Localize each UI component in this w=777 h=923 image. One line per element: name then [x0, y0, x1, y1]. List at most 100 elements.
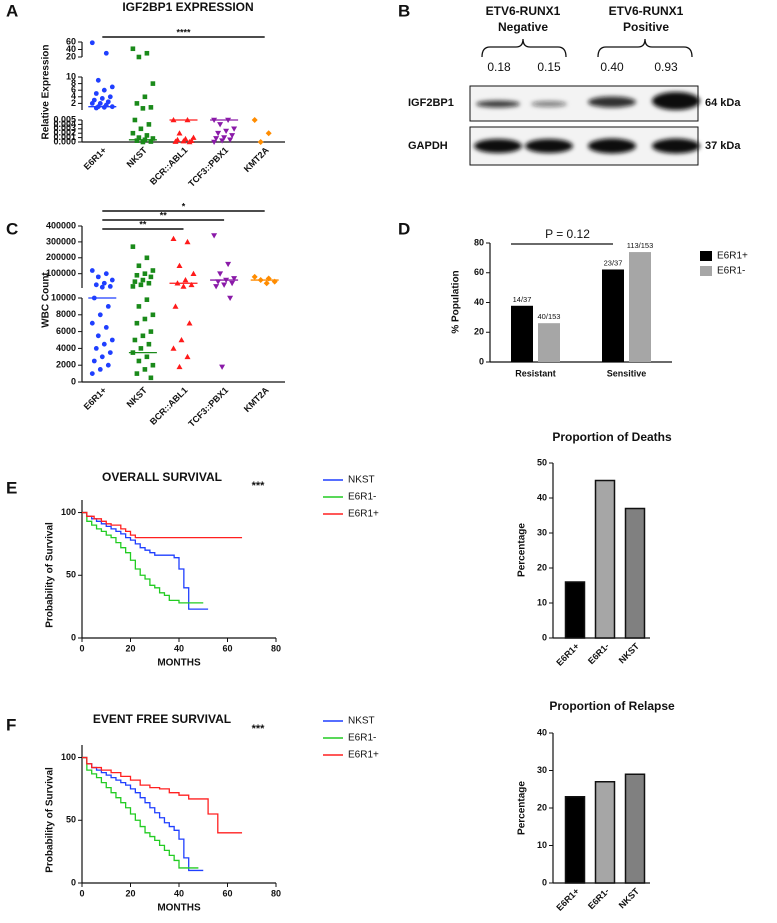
point	[217, 122, 224, 128]
annotation: ***	[252, 480, 266, 492]
x-axis-label: MONTHS	[157, 903, 201, 914]
survival-curve	[82, 511, 209, 610]
x-tick-label: 80	[271, 888, 281, 898]
point	[142, 316, 148, 322]
point	[257, 139, 264, 145]
y-tick-label: 300000	[46, 236, 76, 246]
y-axis-label: % Population	[451, 270, 462, 333]
y-axis-label: WBC Count	[41, 272, 52, 328]
point	[186, 320, 193, 326]
value-label: 23/37	[604, 258, 623, 267]
point	[186, 139, 193, 145]
point	[93, 282, 99, 288]
legend-label: E6R1-	[348, 733, 376, 744]
x-tick-label: E6R1+	[554, 886, 581, 913]
x-tick-label: 0	[79, 888, 84, 898]
point	[138, 346, 144, 351]
x-tick-label: Resistant	[515, 368, 556, 378]
point	[176, 363, 183, 370]
point	[148, 139, 154, 144]
value-label: 40/153	[538, 312, 561, 321]
y-tick-label: 2000	[56, 360, 76, 370]
survival-curve	[82, 756, 204, 872]
bar	[564, 796, 586, 884]
y-tick-label: 10	[537, 597, 547, 607]
y-axis-label: Relative Expression	[41, 44, 52, 139]
group-label: ETV6-RUNX1	[609, 4, 684, 18]
survival-curve	[82, 756, 243, 834]
y-tick-label: 0.004	[53, 119, 76, 129]
y-tick-label: 10	[66, 71, 76, 81]
chart-title: EVENT FREE SURVIVAL	[93, 712, 231, 726]
point	[172, 303, 179, 309]
point	[144, 50, 150, 56]
point	[225, 261, 232, 268]
x-tick-label: NKST	[617, 886, 642, 911]
point	[99, 96, 105, 101]
point	[221, 135, 228, 141]
bar	[538, 323, 560, 362]
bar	[564, 581, 586, 639]
point	[150, 136, 156, 141]
point	[251, 117, 258, 123]
row-label: GAPDH	[408, 140, 448, 152]
point	[148, 105, 154, 110]
y-tick-label: 4000	[56, 343, 76, 353]
x-tick-label: KMT2A	[242, 145, 271, 174]
point	[140, 333, 146, 339]
point	[231, 276, 238, 282]
y-tick-label: 40	[537, 727, 547, 737]
y-tick-label: 50	[537, 457, 547, 467]
point	[134, 320, 140, 326]
legend-label: NKST	[348, 475, 375, 486]
bar	[594, 479, 616, 639]
band	[525, 139, 573, 153]
point	[263, 280, 270, 287]
point	[144, 354, 150, 360]
band	[474, 139, 522, 153]
x-tick-label: NKST	[125, 145, 150, 170]
survival-curve	[82, 511, 204, 604]
point	[138, 126, 144, 132]
y-tick-label: 0.003	[53, 123, 76, 133]
significance-label: **	[160, 210, 168, 220]
y-tick-label: 10000	[51, 292, 76, 302]
point	[134, 101, 140, 106]
y-tick-label: 6	[71, 85, 76, 95]
point	[89, 371, 95, 376]
y-tick-label: 40	[66, 44, 76, 54]
y-tick-label: 100000	[46, 268, 76, 278]
point	[217, 271, 224, 277]
legend-label: E6R1-	[717, 266, 745, 277]
point	[140, 106, 146, 111]
point	[213, 136, 220, 142]
legend-label: E6R1+	[348, 750, 379, 761]
point	[150, 362, 156, 368]
point	[105, 362, 111, 368]
point	[138, 282, 144, 288]
legend-label: NKST	[348, 716, 375, 727]
y-tick-label: 50	[66, 815, 76, 825]
point	[101, 104, 107, 110]
group-label: Positive	[623, 20, 669, 34]
point	[215, 130, 222, 137]
point	[134, 272, 140, 278]
point	[130, 244, 136, 249]
y-tick-label: 4	[71, 91, 76, 101]
point	[211, 233, 218, 239]
point	[140, 139, 146, 145]
y-tick-label: 0	[542, 877, 547, 887]
significance-label: *	[182, 201, 186, 211]
group-label: ETV6-RUNX1	[486, 4, 561, 18]
annotation: P = 0.12	[545, 227, 590, 241]
point	[223, 128, 230, 134]
x-tick-label: 20	[125, 888, 135, 898]
point	[148, 375, 154, 381]
y-axis-label: Probability of Survival	[45, 767, 56, 873]
panel-label: D	[398, 219, 410, 238]
annotation: ***	[252, 723, 266, 735]
point	[109, 337, 115, 343]
x-tick-label: E6R1+	[82, 145, 109, 172]
x-tick-label: E6R1-	[586, 886, 611, 911]
point	[144, 297, 150, 302]
